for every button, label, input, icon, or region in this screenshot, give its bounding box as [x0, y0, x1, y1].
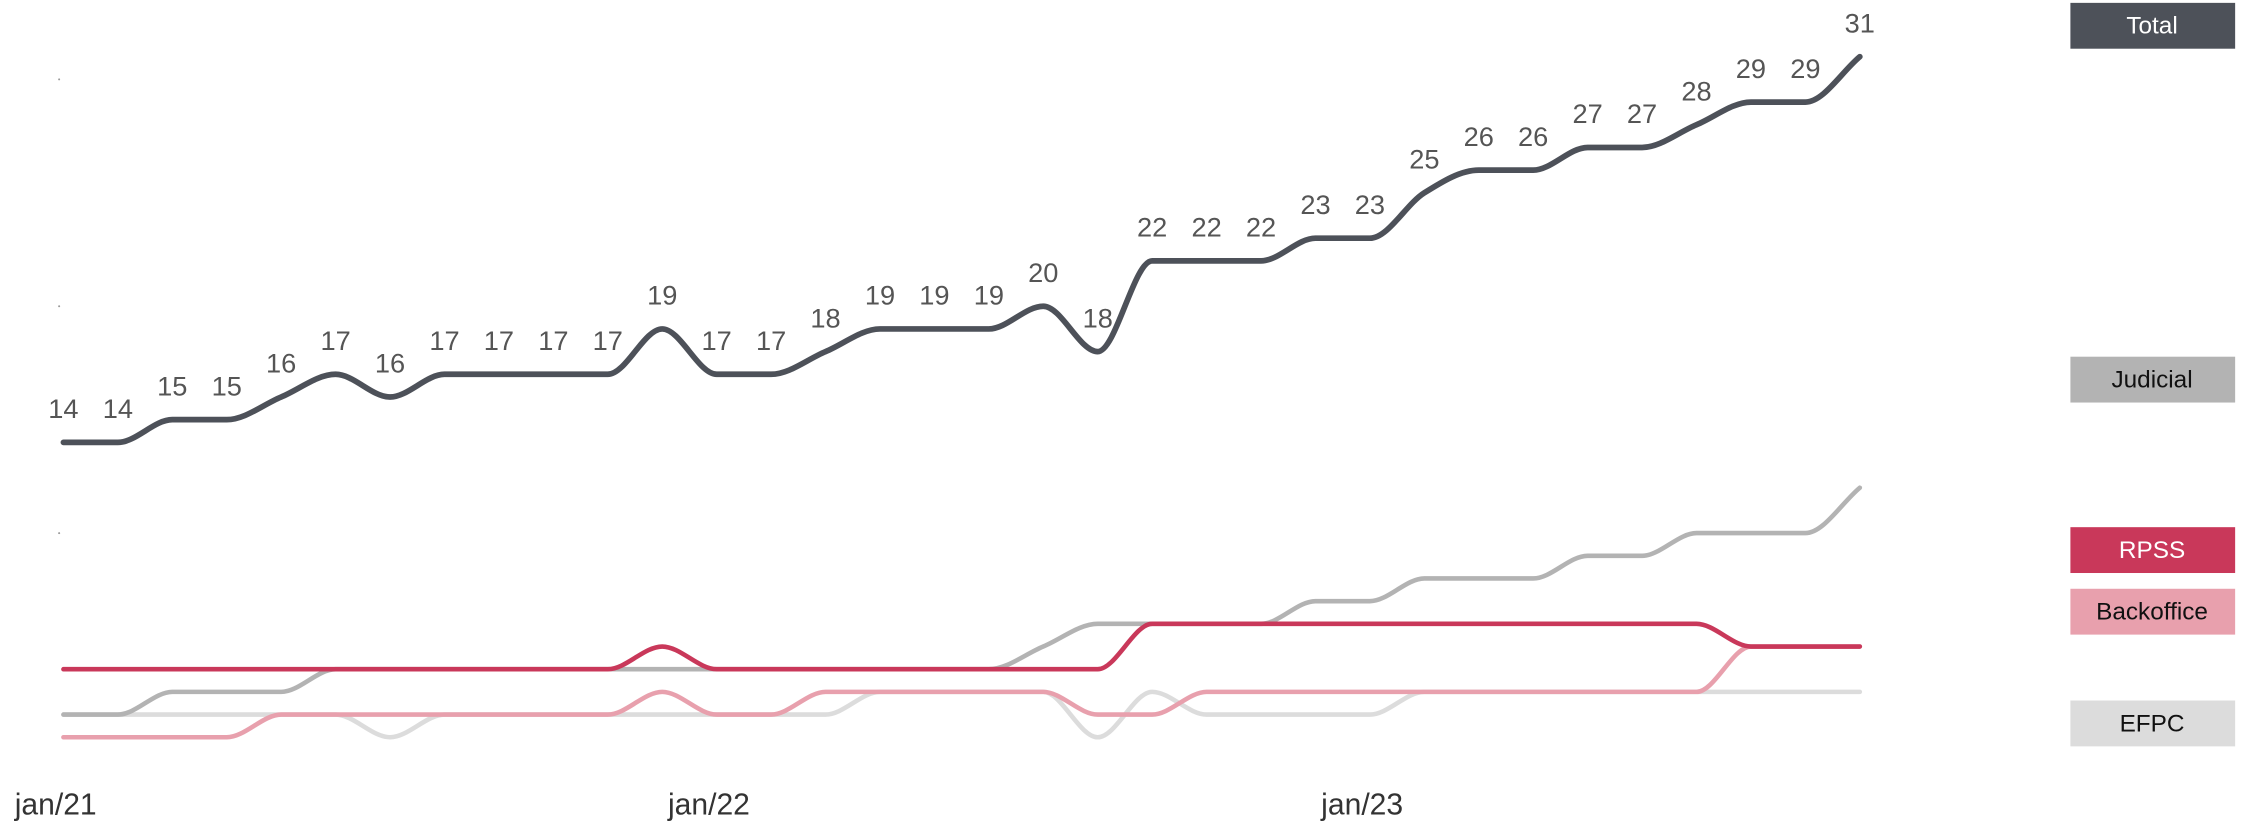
- x-tick-label: jan/21: [14, 788, 97, 821]
- legend-swatch: [2070, 588, 2236, 635]
- data-label: 22: [1246, 212, 1276, 243]
- data-label: 14: [48, 393, 78, 424]
- data-label: 16: [375, 348, 405, 379]
- legend-label: Total: [2126, 13, 2177, 40]
- y-tick-mark: [58, 532, 61, 535]
- data-label: 20: [1028, 257, 1058, 288]
- y-tick-mark: [58, 78, 61, 81]
- x-tick-label: jan/22: [667, 788, 750, 821]
- data-label: 26: [1464, 121, 1494, 152]
- legend-label: RPSS: [2119, 537, 2185, 564]
- data-label: 25: [1409, 143, 1439, 174]
- data-label: 17: [593, 325, 623, 356]
- data-label: 15: [157, 370, 187, 401]
- legend-label: Backoffice: [2096, 599, 2208, 626]
- series-line: [61, 485, 1863, 717]
- data-label: 23: [1300, 189, 1330, 220]
- data-label: 22: [1137, 212, 1167, 243]
- series-line: [61, 644, 1863, 740]
- data-label: 15: [212, 370, 242, 401]
- data-label: 17: [756, 325, 786, 356]
- data-label: 31: [1845, 7, 1875, 38]
- data-label: 26: [1518, 121, 1548, 152]
- data-label: 23: [1355, 189, 1385, 220]
- data-label: 17: [702, 325, 732, 356]
- legend-label: Judicial: [2111, 366, 2192, 393]
- y-tick-mark: [58, 305, 61, 308]
- data-label: 19: [974, 280, 1004, 311]
- legend-swatch: [2070, 2, 2236, 49]
- data-label: 16: [266, 348, 296, 379]
- data-label: 19: [647, 280, 677, 311]
- data-label: 19: [865, 280, 895, 311]
- data-label: 17: [538, 325, 568, 356]
- x-tick-label: jan/23: [1320, 788, 1403, 821]
- data-label: 18: [810, 302, 840, 333]
- series-line: [60, 53, 1863, 446]
- data-label: 27: [1573, 98, 1603, 129]
- data-label: 17: [429, 325, 459, 356]
- data-label: 17: [320, 325, 350, 356]
- data-label: 17: [484, 325, 514, 356]
- data-label: 27: [1627, 98, 1657, 129]
- data-label: 29: [1736, 53, 1766, 84]
- legend-swatch: [2070, 700, 2236, 747]
- data-label: 14: [103, 393, 133, 424]
- data-label: 29: [1790, 53, 1820, 84]
- data-label: 18: [1083, 302, 1113, 333]
- data-label: 28: [1681, 75, 1711, 106]
- data-label: 22: [1191, 212, 1221, 243]
- legend-label: EFPC: [2120, 710, 2185, 737]
- legend-swatch: [2070, 527, 2236, 574]
- series-line: [61, 621, 1863, 672]
- data-label: 19: [919, 280, 949, 311]
- legend-swatch: [2070, 356, 2236, 403]
